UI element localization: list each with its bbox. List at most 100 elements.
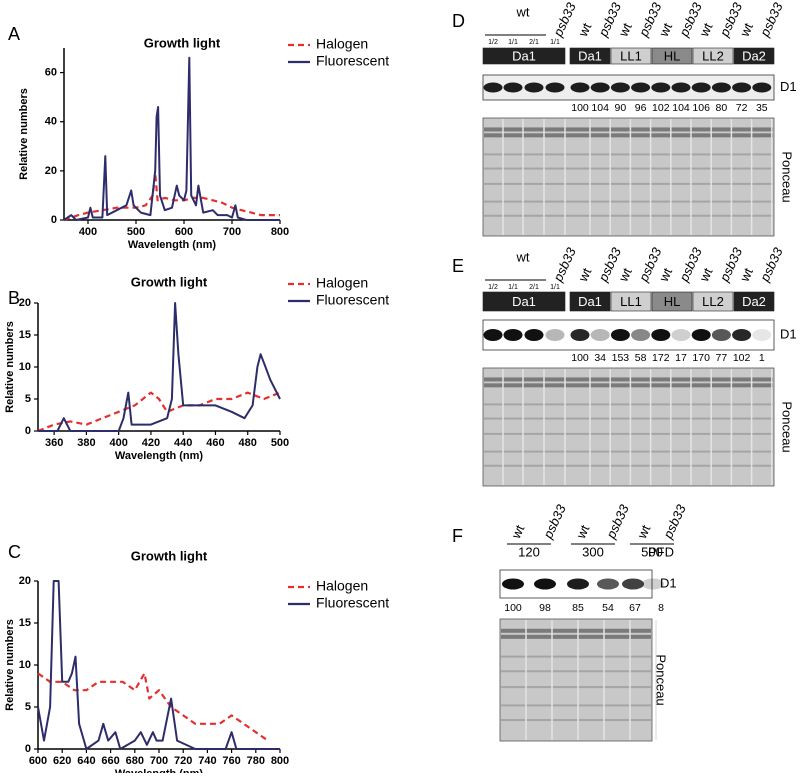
quantity-label: 54 [602, 602, 614, 614]
x-tick-label: 480 [239, 437, 257, 449]
y-axis-label: Relative numbers [4, 321, 16, 413]
x-axis-label: Wavelength (nm) [128, 239, 217, 251]
protein-band [483, 329, 503, 341]
dilution-label: 2/1 [529, 39, 539, 46]
x-axis-label: Wavelength (nm) [115, 450, 204, 462]
quantity-label: 172 [652, 352, 670, 364]
condition-label: LL2 [702, 294, 724, 309]
legend-label: Fluorescent [316, 53, 389, 69]
group-label: 120 [518, 544, 540, 559]
condition-label: HL [664, 48, 681, 63]
condition-label: LL1 [620, 294, 642, 309]
protein-band [752, 329, 772, 341]
condition-bar [482, 47, 566, 65]
band-label: D1 [780, 326, 797, 341]
x-tick-label: 640 [77, 755, 95, 767]
quantity-label: 104 [672, 102, 690, 114]
y-tick-label: 60 [45, 66, 57, 78]
lane-label: wt [736, 265, 756, 284]
series-line [38, 302, 281, 432]
quantity-label: 170 [692, 352, 710, 364]
protein-band [590, 82, 610, 93]
stain-label: Ponceau [780, 401, 795, 452]
x-tick-label: 760 [222, 755, 240, 767]
condition-bar [733, 47, 775, 65]
y-tick-label: 20 [19, 297, 31, 309]
dilution-label: 2/1 [529, 284, 539, 291]
dilution-label: 1/1 [550, 39, 560, 46]
y-axis-label: Relative numbers [4, 619, 16, 711]
lane-label: wt [696, 265, 716, 284]
condition-bar [610, 47, 652, 65]
protein-band [711, 82, 731, 93]
panel-letter: C [8, 542, 21, 562]
quantity-label: 90 [615, 102, 627, 114]
series-line [37, 580, 280, 750]
ponceau-band [484, 464, 773, 467]
legend-label: Halogen [316, 36, 368, 52]
condition-bar [692, 47, 734, 65]
protein-band [570, 329, 590, 341]
protein-band [503, 329, 523, 341]
condition-bar [569, 47, 611, 65]
group-unit: PFD [648, 544, 674, 559]
protein-band [590, 329, 610, 341]
y-tick-label: 15 [19, 329, 31, 341]
ponceau-band [484, 182, 773, 185]
ponceau-band [484, 403, 773, 406]
protein-band [631, 329, 651, 341]
ponceau-band [501, 628, 651, 633]
lane-label: psb33 [540, 502, 569, 542]
quantity-label: 34 [594, 352, 606, 364]
x-tick-label: 400 [109, 437, 127, 449]
ponceau-band [501, 719, 651, 722]
legend-label: Halogen [316, 578, 368, 594]
group-label: 500 [641, 544, 663, 559]
series-line [63, 172, 280, 222]
x-tick-label: 600 [175, 226, 193, 238]
protein-band [732, 329, 752, 341]
condition-label: Da1 [578, 48, 602, 63]
lane-label: wt [508, 522, 528, 541]
condition-label: Da1 [512, 294, 536, 309]
ponceau-band [501, 704, 651, 707]
x-tick-label: 680 [126, 755, 144, 767]
x-tick-label: 700 [150, 755, 168, 767]
series-line [37, 672, 269, 742]
quantity-label: 72 [736, 102, 748, 114]
lane-label: wt [656, 265, 676, 284]
x-tick-label: 440 [174, 437, 192, 449]
lane-label: wt [634, 522, 654, 541]
protein-band [691, 329, 711, 341]
ponceau-band [484, 153, 773, 156]
lane-label: wt [736, 20, 756, 39]
protein-band [642, 578, 664, 590]
x-tick-label: 620 [53, 755, 71, 767]
x-tick-label: 360 [45, 437, 63, 449]
dilution-label: 1/2 [488, 284, 498, 291]
y-tick-label: 40 [45, 116, 57, 128]
quantity-label: 106 [692, 102, 710, 114]
lane-label: wt [615, 265, 635, 284]
x-tick-label: 780 [247, 755, 265, 767]
protein-band [502, 578, 524, 590]
protein-band [597, 578, 619, 590]
protein-band [545, 329, 565, 341]
y-tick-label: 10 [19, 361, 31, 373]
ponceau-band [484, 377, 773, 382]
condition-label: LL1 [620, 48, 642, 63]
y-axis-label: Relative numbers [18, 88, 30, 180]
y-tick-label: 0 [51, 214, 57, 226]
protein-band [711, 329, 731, 341]
lane-label: psb33 [603, 502, 632, 542]
series-line [63, 56, 280, 221]
quantity-label: 100 [504, 602, 522, 614]
condition-bar [733, 291, 775, 312]
protein-band [610, 329, 630, 341]
x-tick-label: 720 [174, 755, 192, 767]
ponceau-band [501, 634, 651, 639]
protein-band [534, 578, 556, 590]
lane-label: psb33 [757, 0, 786, 40]
panel-letter: D [452, 11, 465, 31]
